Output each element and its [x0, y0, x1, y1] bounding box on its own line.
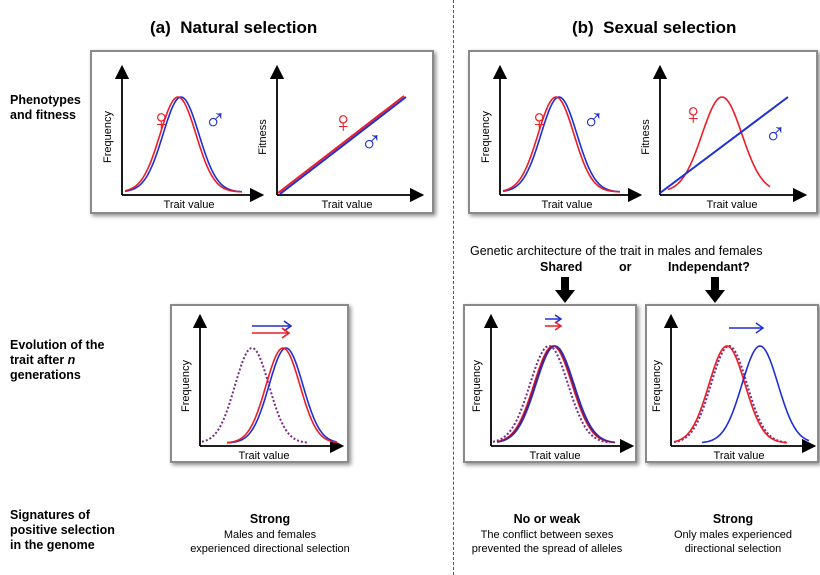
freq-x-label: Trait value	[530, 450, 581, 461]
signature-a-strength: Strong	[249, 512, 291, 526]
female-shift-arrowhead	[554, 321, 563, 331]
male-shift-arrowhead	[755, 322, 765, 334]
row-label-evolution-line2-text: trait after	[10, 353, 68, 367]
panel-b-evolution-shared-plot: Frequency Trait value	[471, 313, 635, 462]
panel-a-phenotypes-plots: Frequency Trait value ♀ ♂ Fitness Trait …	[102, 64, 425, 211]
male-fitness-line	[659, 96, 789, 194]
genetic-architecture-question: Genetic architecture of the trait in mal…	[470, 244, 763, 258]
signature-b-independent: Strong Only males experienced directiona…	[648, 512, 818, 556]
male-symbol: ♂	[582, 104, 605, 137]
row-label-evolution-line1: Evolution of the	[10, 338, 105, 352]
signature-a-line2: experienced directional selection	[190, 543, 350, 555]
female-evolved-curve	[226, 347, 338, 444]
female-symbol: ♀	[150, 104, 173, 137]
freq-y-label: Frequency	[471, 360, 483, 412]
row-label-phenotypes-line2: and fitness	[10, 108, 76, 122]
heading-sexual-selection: (b) Sexual selection	[572, 18, 736, 38]
row-label-phenotypes: Phenotypes and fitness	[10, 93, 81, 123]
combined-evolved-curve	[496, 345, 616, 444]
heading-letter-b: (b)	[572, 18, 594, 37]
signature-a-line1: Males and females	[223, 529, 317, 541]
male-evolved-curve	[496, 345, 616, 444]
option-independent: Independant?	[668, 260, 750, 274]
row-label-evolution: Evolution of the trait after n generatio…	[10, 338, 104, 383]
signature-a: Strong Males and females experienced dir…	[160, 512, 380, 556]
ancestral-distribution-curve	[492, 344, 611, 444]
signature-b-independent-line2: directional selection	[684, 543, 782, 555]
down-arrow-shared	[555, 277, 575, 303]
ancestral-distribution-curve	[201, 346, 308, 444]
signature-b-shared: No or weak The conflict between sexes pr…	[452, 512, 642, 556]
row-label-evolution-line2: trait after n	[10, 353, 104, 368]
heading-letter-a: (a)	[150, 18, 171, 37]
male-distribution-curve	[124, 96, 243, 193]
panel-b-phenotypes-plots: Frequency Trait value ♀ ♂ Fitness Trait …	[480, 64, 808, 211]
freq-y-label: Frequency	[102, 111, 114, 163]
male-symbol: ♂	[360, 126, 383, 159]
male-shift-arrowhead	[554, 314, 563, 324]
option-or: or	[619, 260, 632, 274]
female-shift-arrowhead	[281, 327, 291, 339]
row-label-signatures: Signatures of positive selection in the …	[10, 508, 115, 553]
signature-b-independent-strength: Strong	[712, 512, 754, 526]
signature-b-shared-strength: No or weak	[513, 512, 581, 526]
heading-natural-selection: (a) Natural selection	[150, 18, 317, 38]
female-evolved-curve	[496, 345, 616, 444]
down-arrow-independent	[705, 277, 725, 303]
male-evolved-curve	[226, 347, 338, 444]
row-label-signatures-line1: Signatures of	[10, 508, 90, 522]
row-label-signatures-line2: positive selection	[10, 523, 115, 537]
signature-b-independent-line1: Only males experienced	[673, 529, 792, 541]
heading-title-a: Natural selection	[180, 18, 318, 37]
female-fitness-line	[277, 95, 405, 194]
ancestral-distribution-curve	[673, 344, 788, 444]
freq-y-label: Frequency	[480, 111, 492, 163]
male-symbol: ♂	[204, 104, 227, 137]
panel-b-evolution-shared: Frequency Trait value	[463, 304, 637, 463]
panel-b-evolution-independent: Frequency Trait value	[645, 304, 819, 463]
panel-b-phenotypes: Frequency Trait value ♀ ♂ Fitness Trait …	[468, 50, 818, 214]
freq-x-label: Trait value	[542, 199, 593, 211]
row-label-signatures-line3: in the genome	[10, 538, 95, 552]
column-divider	[453, 0, 454, 575]
signature-b-shared-line1: The conflict between sexes	[480, 529, 614, 541]
heading-title-b: Sexual selection	[603, 18, 737, 37]
female-distribution-curve	[502, 96, 621, 193]
option-shared: Shared	[540, 260, 583, 274]
panel-b-evolution-independent-plot: Frequency Trait value	[651, 313, 817, 462]
fitness-x-label: Trait value	[707, 199, 758, 211]
male-evolved-curve	[701, 345, 810, 444]
male-fitness-line	[279, 96, 407, 195]
female-evolved-curve	[673, 345, 788, 444]
freq-x-label: Trait value	[714, 450, 765, 461]
row-label-phenotypes-line1: Phenotypes	[10, 93, 81, 107]
freq-y-label: Frequency	[651, 360, 663, 412]
female-symbol: ♀	[682, 98, 705, 131]
row-label-evolution-line3: generations	[10, 368, 81, 382]
fitness-x-label: Trait value	[322, 199, 373, 211]
panel-a-evolution: Frequency Trait value	[170, 304, 349, 463]
fitness-y-label: Fitness	[257, 119, 269, 155]
fitness-y-label: Fitness	[640, 119, 652, 155]
signature-b-shared-line2: prevented the spread of alleles	[471, 543, 623, 555]
male-shift-arrowhead	[283, 320, 293, 332]
female-symbol: ♀	[528, 104, 551, 137]
panel-a-phenotypes: Frequency Trait value ♀ ♂ Fitness Trait …	[90, 50, 434, 214]
male-distribution-curve	[502, 96, 621, 193]
freq-y-label: Frequency	[180, 360, 192, 412]
row-label-evolution-variable: n	[67, 353, 76, 367]
female-distribution-curve	[124, 96, 243, 193]
freq-x-label: Trait value	[239, 450, 290, 461]
male-symbol: ♂	[764, 118, 787, 151]
female-symbol: ♀	[332, 106, 355, 139]
freq-x-label: Trait value	[164, 199, 215, 211]
panel-a-evolution-plot: Frequency Trait value	[180, 313, 345, 462]
